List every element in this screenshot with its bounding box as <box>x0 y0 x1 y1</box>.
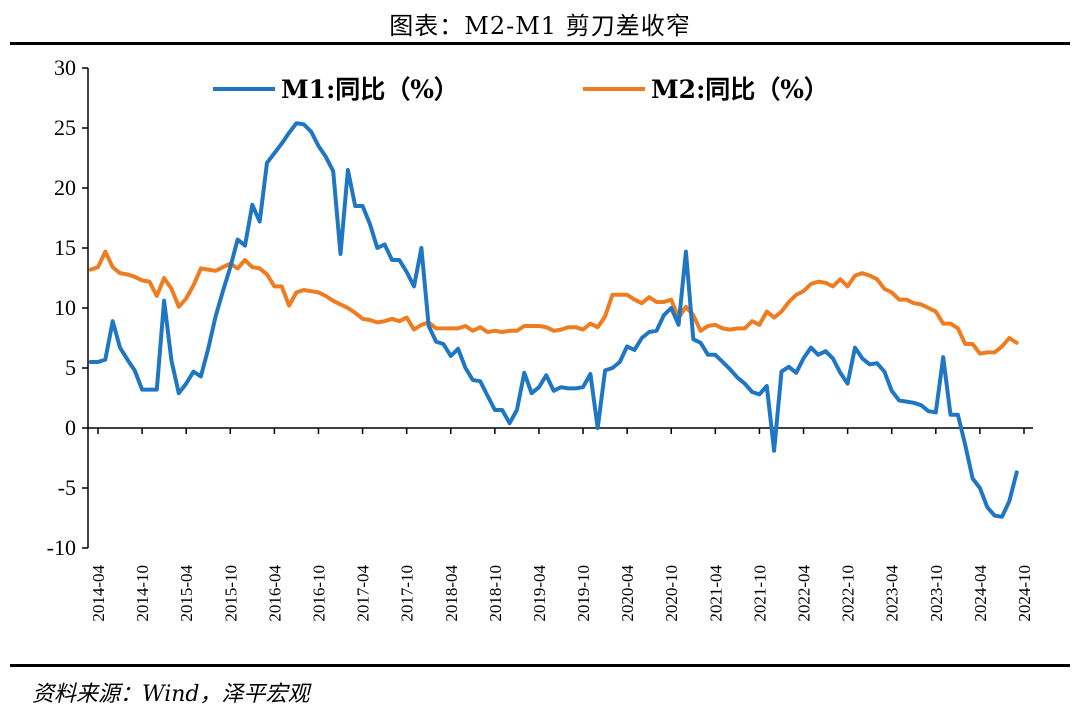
x-tick-label: 2016-04 <box>265 565 284 622</box>
x-tick-label: 2019-04 <box>530 565 549 622</box>
bottom-rule <box>10 664 1070 667</box>
x-tick-label: 2020-10 <box>662 565 681 622</box>
series-line-m2 <box>88 249 1019 356</box>
legend-label: M1:同比（%） <box>281 75 459 104</box>
legend: M1:同比（%） M2:同比（%） <box>213 75 829 104</box>
y-tick-label: -10 <box>47 535 76 560</box>
x-tick-label: 2021-10 <box>750 565 769 622</box>
y-tick-label: -5 <box>58 475 76 500</box>
x-tick-label: 2017-10 <box>398 565 417 622</box>
series-layer <box>88 121 1019 519</box>
y-tick-label: 5 <box>65 355 76 380</box>
y-tick-label: 10 <box>54 295 76 320</box>
y-tick-label: 0 <box>65 415 76 440</box>
axes: -10 -5 0 5 10 15 20 25 30 2014-04 2014-10 2015-04 20… <box>47 55 1034 622</box>
series-line-m1 <box>88 121 1019 519</box>
x-tick-label: 2019-10 <box>574 565 593 622</box>
x-tick-label: 2015-04 <box>177 565 196 622</box>
x-tick-label: 2016-10 <box>309 565 328 622</box>
x-tick-label: 2017-04 <box>354 565 373 622</box>
legend-label: M2:同比（%） <box>651 75 829 104</box>
x-tick-label: 2018-10 <box>486 565 505 622</box>
chart-title: 图表：M2-M1 剪刀差收窄 <box>389 12 691 40</box>
x-tick-label: 2014-04 <box>89 565 108 622</box>
x-tick-label: 2022-04 <box>795 565 814 622</box>
y-tick-label: 30 <box>54 55 76 80</box>
y-tick-label: 25 <box>54 115 76 140</box>
x-tick-label: 2023-10 <box>927 565 946 622</box>
x-tick-label: 2023-04 <box>883 565 902 622</box>
x-tick-label: 2015-10 <box>221 565 240 622</box>
y-tick-label: 20 <box>54 175 76 200</box>
y-tick-label: 15 <box>54 235 76 260</box>
x-tick-label: 2021-04 <box>706 565 725 622</box>
x-tick-label: 2024-10 <box>1015 565 1034 622</box>
x-tick-label: 2018-04 <box>442 565 461 622</box>
x-tick-label: 2014-10 <box>133 565 152 622</box>
x-tick-label: 2024-04 <box>971 565 990 622</box>
top-rule <box>10 42 1070 45</box>
source-note: 资料来源：Wind，泽平宏观 <box>32 682 310 707</box>
x-tick-label: 2020-04 <box>618 565 637 622</box>
x-tick-label: 2022-10 <box>839 565 858 622</box>
